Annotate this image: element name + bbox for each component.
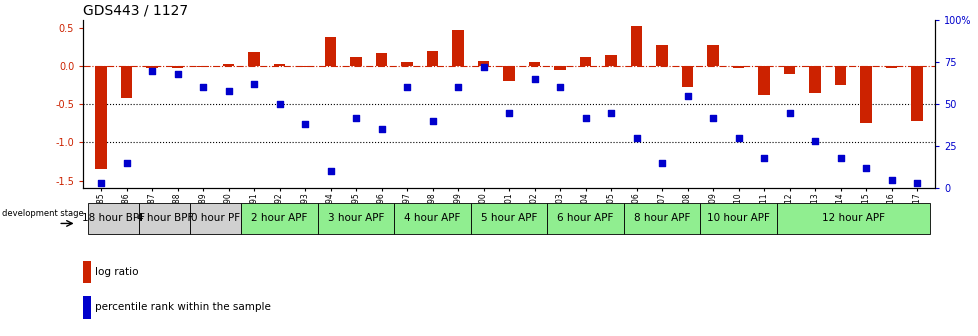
Bar [95, 66, 107, 169]
Point [323, 169, 338, 174]
Text: GDS443 / 1127: GDS443 / 1127 [83, 4, 188, 17]
Point [501, 110, 516, 115]
Bar [452, 30, 464, 66]
Text: 2 hour APF: 2 hour APF [251, 213, 307, 223]
Bar [477, 61, 489, 66]
Bar [241, 203, 318, 234]
Point [832, 155, 848, 161]
Text: 18 hour BPF: 18 hour BPF [82, 213, 145, 223]
Bar [681, 66, 692, 87]
Bar [190, 203, 241, 234]
Bar [426, 51, 438, 66]
Point [577, 115, 593, 120]
Point [297, 122, 313, 127]
Bar [733, 66, 743, 68]
Text: 6 hour APF: 6 hour APF [556, 213, 613, 223]
Point [858, 165, 873, 171]
Bar [911, 66, 922, 121]
Point [118, 160, 134, 166]
Text: 10 hour APF: 10 hour APF [706, 213, 770, 223]
Point [374, 127, 389, 132]
Text: 3 hour APF: 3 hour APF [328, 213, 384, 223]
Bar [630, 26, 642, 66]
Bar [401, 62, 413, 66]
Bar [325, 37, 336, 66]
Point [144, 68, 159, 73]
Point [348, 115, 364, 120]
Text: 12 hour APF: 12 hour APF [821, 213, 884, 223]
Bar [350, 57, 362, 66]
Point [909, 180, 924, 186]
Bar [528, 62, 540, 66]
Bar [655, 45, 667, 66]
Point [704, 115, 720, 120]
Point [93, 180, 109, 186]
Bar [146, 66, 157, 68]
Point [272, 101, 288, 107]
Bar [860, 66, 871, 123]
Text: 5 hour APF: 5 hour APF [480, 213, 537, 223]
Bar [604, 54, 616, 66]
Point [883, 177, 899, 182]
Bar [198, 66, 208, 67]
Bar [547, 203, 623, 234]
Bar [783, 66, 794, 74]
Point [220, 88, 236, 93]
Bar [299, 66, 310, 67]
Bar [318, 203, 394, 234]
Point [552, 85, 567, 90]
Bar [885, 66, 897, 68]
Point [781, 110, 797, 115]
Text: development stage: development stage [3, 209, 84, 218]
Point [169, 71, 185, 77]
Bar [172, 66, 183, 68]
Bar [88, 203, 139, 234]
Point [246, 81, 262, 87]
Point [807, 138, 822, 144]
Bar [470, 203, 547, 234]
Point [526, 76, 542, 82]
Text: 8 hour APF: 8 hour APF [633, 213, 689, 223]
Point [755, 155, 771, 161]
Bar [758, 66, 769, 95]
Bar [139, 203, 190, 234]
Bar [834, 66, 845, 85]
Bar [83, 261, 91, 283]
Bar [554, 66, 565, 70]
Text: log ratio: log ratio [95, 267, 138, 277]
Bar [83, 296, 91, 319]
Bar [223, 65, 234, 66]
Bar [120, 66, 132, 98]
Bar [777, 203, 929, 234]
Point [450, 85, 466, 90]
Point [399, 85, 415, 90]
Text: 0 hour PF: 0 hour PF [191, 213, 241, 223]
Bar [809, 66, 820, 93]
Bar [248, 52, 259, 66]
Bar [376, 53, 387, 66]
Text: percentile rank within the sample: percentile rank within the sample [95, 302, 270, 312]
Point [730, 135, 745, 140]
Point [424, 118, 440, 124]
Bar [699, 203, 777, 234]
Bar [579, 57, 591, 66]
Bar [394, 203, 470, 234]
Point [679, 93, 694, 98]
Point [653, 160, 669, 166]
Text: 4 hour BPF: 4 hour BPF [137, 213, 193, 223]
Point [602, 110, 618, 115]
Point [195, 85, 210, 90]
Bar [623, 203, 699, 234]
Point [628, 135, 644, 140]
Text: 4 hour APF: 4 hour APF [404, 213, 461, 223]
Bar [274, 65, 285, 66]
Bar [707, 45, 718, 66]
Bar [503, 66, 514, 81]
Point [475, 65, 491, 70]
